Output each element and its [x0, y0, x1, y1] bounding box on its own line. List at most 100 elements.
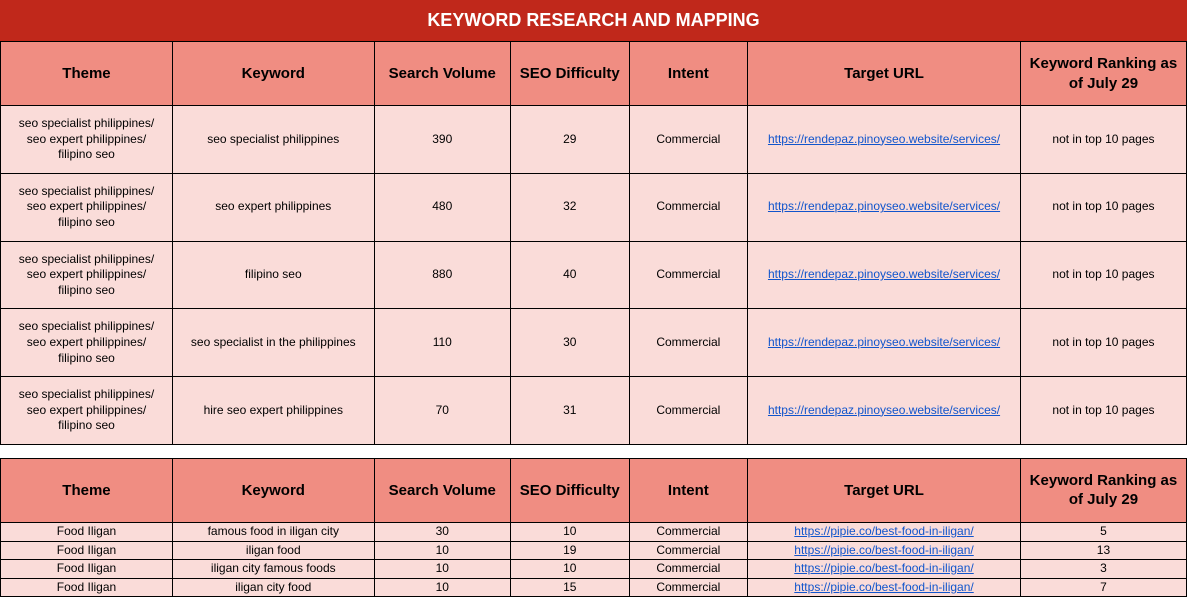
col-keyword: Keyword	[172, 458, 374, 522]
section-gap	[1, 444, 1187, 458]
cell-volume: 110	[374, 309, 510, 377]
col-ranking: Keyword Ranking as of July 29	[1020, 458, 1186, 522]
col-theme: Theme	[1, 42, 173, 106]
cell-volume: 10	[374, 578, 510, 597]
table-row: Food Iligan iligan city food 10 15 Comme…	[1, 578, 1187, 597]
cell-keyword: filipino seo	[172, 241, 374, 309]
cell-keyword: seo expert philippines	[172, 173, 374, 241]
cell-theme: seo specialist philippines/seo expert ph…	[1, 173, 173, 241]
table-row: seo specialist philippines/seo expert ph…	[1, 241, 1187, 309]
cell-theme: Food Iligan	[1, 522, 173, 541]
cell-ranking: not in top 10 pages	[1020, 173, 1186, 241]
cell-intent: Commercial	[629, 173, 748, 241]
cell-difficulty: 10	[510, 522, 629, 541]
col-difficulty: SEO Difficulty	[510, 42, 629, 106]
target-url-link[interactable]: https://rendepaz.pinoyseo.website/servic…	[768, 403, 1000, 417]
table-header-row: Theme Keyword Search Volume SEO Difficul…	[1, 42, 1187, 106]
cell-intent: Commercial	[629, 106, 748, 174]
cell-intent: Commercial	[629, 241, 748, 309]
cell-theme: Food Iligan	[1, 541, 173, 560]
cell-theme: Food Iligan	[1, 578, 173, 597]
target-url-link[interactable]: https://rendepaz.pinoyseo.website/servic…	[768, 199, 1000, 213]
cell-url: https://rendepaz.pinoyseo.website/servic…	[748, 377, 1021, 445]
cell-difficulty: 10	[510, 560, 629, 579]
table-row: Food Iligan iligan food 10 19 Commercial…	[1, 541, 1187, 560]
cell-volume: 480	[374, 173, 510, 241]
cell-url: https://rendepaz.pinoyseo.website/servic…	[748, 241, 1021, 309]
cell-volume: 390	[374, 106, 510, 174]
col-volume: Search Volume	[374, 458, 510, 522]
cell-volume: 10	[374, 541, 510, 560]
cell-url: https://pipie.co/best-food-in-iligan/	[748, 578, 1021, 597]
cell-url: https://rendepaz.pinoyseo.website/servic…	[748, 106, 1021, 174]
table-header-row: Theme Keyword Search Volume SEO Difficul…	[1, 458, 1187, 522]
cell-intent: Commercial	[629, 377, 748, 445]
col-volume: Search Volume	[374, 42, 510, 106]
col-intent: Intent	[629, 458, 748, 522]
cell-ranking: not in top 10 pages	[1020, 241, 1186, 309]
cell-theme: seo specialist philippines/seo expert ph…	[1, 241, 173, 309]
cell-difficulty: 30	[510, 309, 629, 377]
col-difficulty: SEO Difficulty	[510, 458, 629, 522]
cell-intent: Commercial	[629, 560, 748, 579]
cell-intent: Commercial	[629, 578, 748, 597]
cell-theme: Food Iligan	[1, 560, 173, 579]
cell-keyword: iligan city famous foods	[172, 560, 374, 579]
title-bar: KEYWORD RESEARCH AND MAPPING	[0, 0, 1187, 41]
table-row: Food Iligan famous food in iligan city 3…	[1, 522, 1187, 541]
cell-keyword: hire seo expert philippines	[172, 377, 374, 445]
col-url: Target URL	[748, 42, 1021, 106]
target-url-link[interactable]: https://rendepaz.pinoyseo.website/servic…	[768, 335, 1000, 349]
cell-ranking: 7	[1020, 578, 1186, 597]
cell-theme: seo specialist philippines/seo expert ph…	[1, 309, 173, 377]
cell-ranking: 13	[1020, 541, 1186, 560]
cell-difficulty: 19	[510, 541, 629, 560]
cell-difficulty: 31	[510, 377, 629, 445]
cell-keyword: iligan city food	[172, 578, 374, 597]
table-row: seo specialist philippines/seo expert ph…	[1, 377, 1187, 445]
col-theme: Theme	[1, 458, 173, 522]
cell-ranking: not in top 10 pages	[1020, 309, 1186, 377]
target-url-link[interactable]: https://rendepaz.pinoyseo.website/servic…	[768, 267, 1000, 281]
cell-keyword: seo specialist philippines	[172, 106, 374, 174]
target-url-link[interactable]: https://pipie.co/best-food-in-iligan/	[794, 524, 973, 538]
cell-intent: Commercial	[629, 309, 748, 377]
cell-keyword: famous food in iligan city	[172, 522, 374, 541]
cell-volume: 880	[374, 241, 510, 309]
cell-ranking: not in top 10 pages	[1020, 106, 1186, 174]
cell-url: https://pipie.co/best-food-in-iligan/	[748, 560, 1021, 579]
cell-ranking: 3	[1020, 560, 1186, 579]
cell-difficulty: 15	[510, 578, 629, 597]
col-url: Target URL	[748, 458, 1021, 522]
cell-volume: 10	[374, 560, 510, 579]
cell-keyword: seo specialist in the philippines	[172, 309, 374, 377]
target-url-link[interactable]: https://rendepaz.pinoyseo.website/servic…	[768, 132, 1000, 146]
cell-difficulty: 32	[510, 173, 629, 241]
target-url-link[interactable]: https://pipie.co/best-food-in-iligan/	[794, 580, 973, 594]
cell-url: https://rendepaz.pinoyseo.website/servic…	[748, 173, 1021, 241]
col-intent: Intent	[629, 42, 748, 106]
keyword-table: Theme Keyword Search Volume SEO Difficul…	[0, 41, 1187, 597]
col-keyword: Keyword	[172, 42, 374, 106]
col-ranking: Keyword Ranking as of July 29	[1020, 42, 1186, 106]
cell-theme: seo specialist philippines/seo expert ph…	[1, 377, 173, 445]
cell-intent: Commercial	[629, 522, 748, 541]
cell-intent: Commercial	[629, 541, 748, 560]
cell-theme: seo specialist philippines/seo expert ph…	[1, 106, 173, 174]
table-row: seo specialist philippines/seo expert ph…	[1, 309, 1187, 377]
cell-url: https://rendepaz.pinoyseo.website/servic…	[748, 309, 1021, 377]
cell-ranking: not in top 10 pages	[1020, 377, 1186, 445]
cell-volume: 30	[374, 522, 510, 541]
cell-url: https://pipie.co/best-food-in-iligan/	[748, 522, 1021, 541]
table-row: seo specialist philippines/seo expert ph…	[1, 173, 1187, 241]
cell-ranking: 5	[1020, 522, 1186, 541]
cell-keyword: iligan food	[172, 541, 374, 560]
target-url-link[interactable]: https://pipie.co/best-food-in-iligan/	[794, 543, 973, 557]
cell-difficulty: 40	[510, 241, 629, 309]
table-row: seo specialist philippines/seo expert ph…	[1, 106, 1187, 174]
cell-url: https://pipie.co/best-food-in-iligan/	[748, 541, 1021, 560]
table-row: Food Iligan iligan city famous foods 10 …	[1, 560, 1187, 579]
cell-difficulty: 29	[510, 106, 629, 174]
target-url-link[interactable]: https://pipie.co/best-food-in-iligan/	[794, 561, 973, 575]
cell-volume: 70	[374, 377, 510, 445]
